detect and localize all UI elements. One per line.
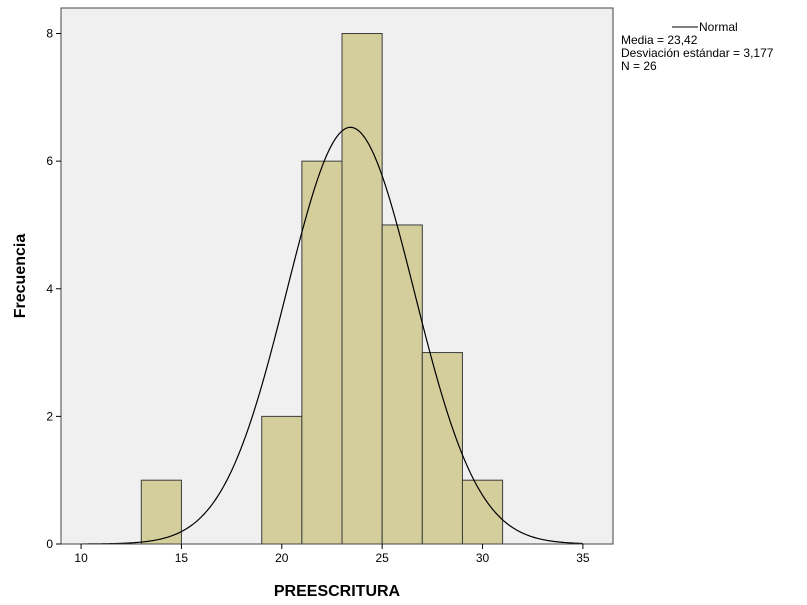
x-tick-label: 10	[74, 551, 88, 565]
x-tick-label: 35	[576, 551, 590, 565]
x-tick-label: 25	[375, 551, 389, 565]
legend-stat-mean: Media = 23,42	[621, 33, 698, 47]
x-axis-title: PREESCRITURA	[274, 583, 401, 600]
y-tick-label: 2	[46, 409, 53, 423]
y-axis-title: Frecuencia	[12, 234, 29, 319]
x-tick-label: 20	[275, 551, 289, 565]
x-tick-label: 30	[476, 551, 490, 565]
histogram-bar	[421, 352, 463, 545]
plot-frame	[60, 7, 614, 545]
histogram-bar	[341, 33, 383, 545]
x-tick-label: 15	[175, 551, 189, 565]
histogram-bar	[381, 224, 423, 545]
y-tick-label: 6	[46, 154, 53, 168]
legend-normal-label: Normal	[699, 20, 738, 34]
histogram-bars	[140, 33, 504, 545]
normal-curve-line	[81, 126, 583, 545]
legend-stat-n: N = 26	[621, 59, 657, 73]
histogram-bar	[140, 479, 182, 545]
histogram-bar	[261, 415, 303, 545]
histogram-bar	[301, 160, 343, 545]
x-axis: 10 15 20 25 30 35	[74, 544, 590, 565]
y-tick-label: 8	[46, 27, 53, 41]
y-axis: 0 2 4 6 8	[46, 27, 61, 551]
legend-stat-sd: Desviación estándar = 3,177	[621, 46, 774, 60]
histogram-bar	[461, 479, 504, 545]
legend: Normal Media = 23,42 Desviación estándar…	[621, 20, 774, 73]
y-tick-label: 4	[46, 282, 53, 296]
y-tick-label: 0	[46, 537, 53, 551]
